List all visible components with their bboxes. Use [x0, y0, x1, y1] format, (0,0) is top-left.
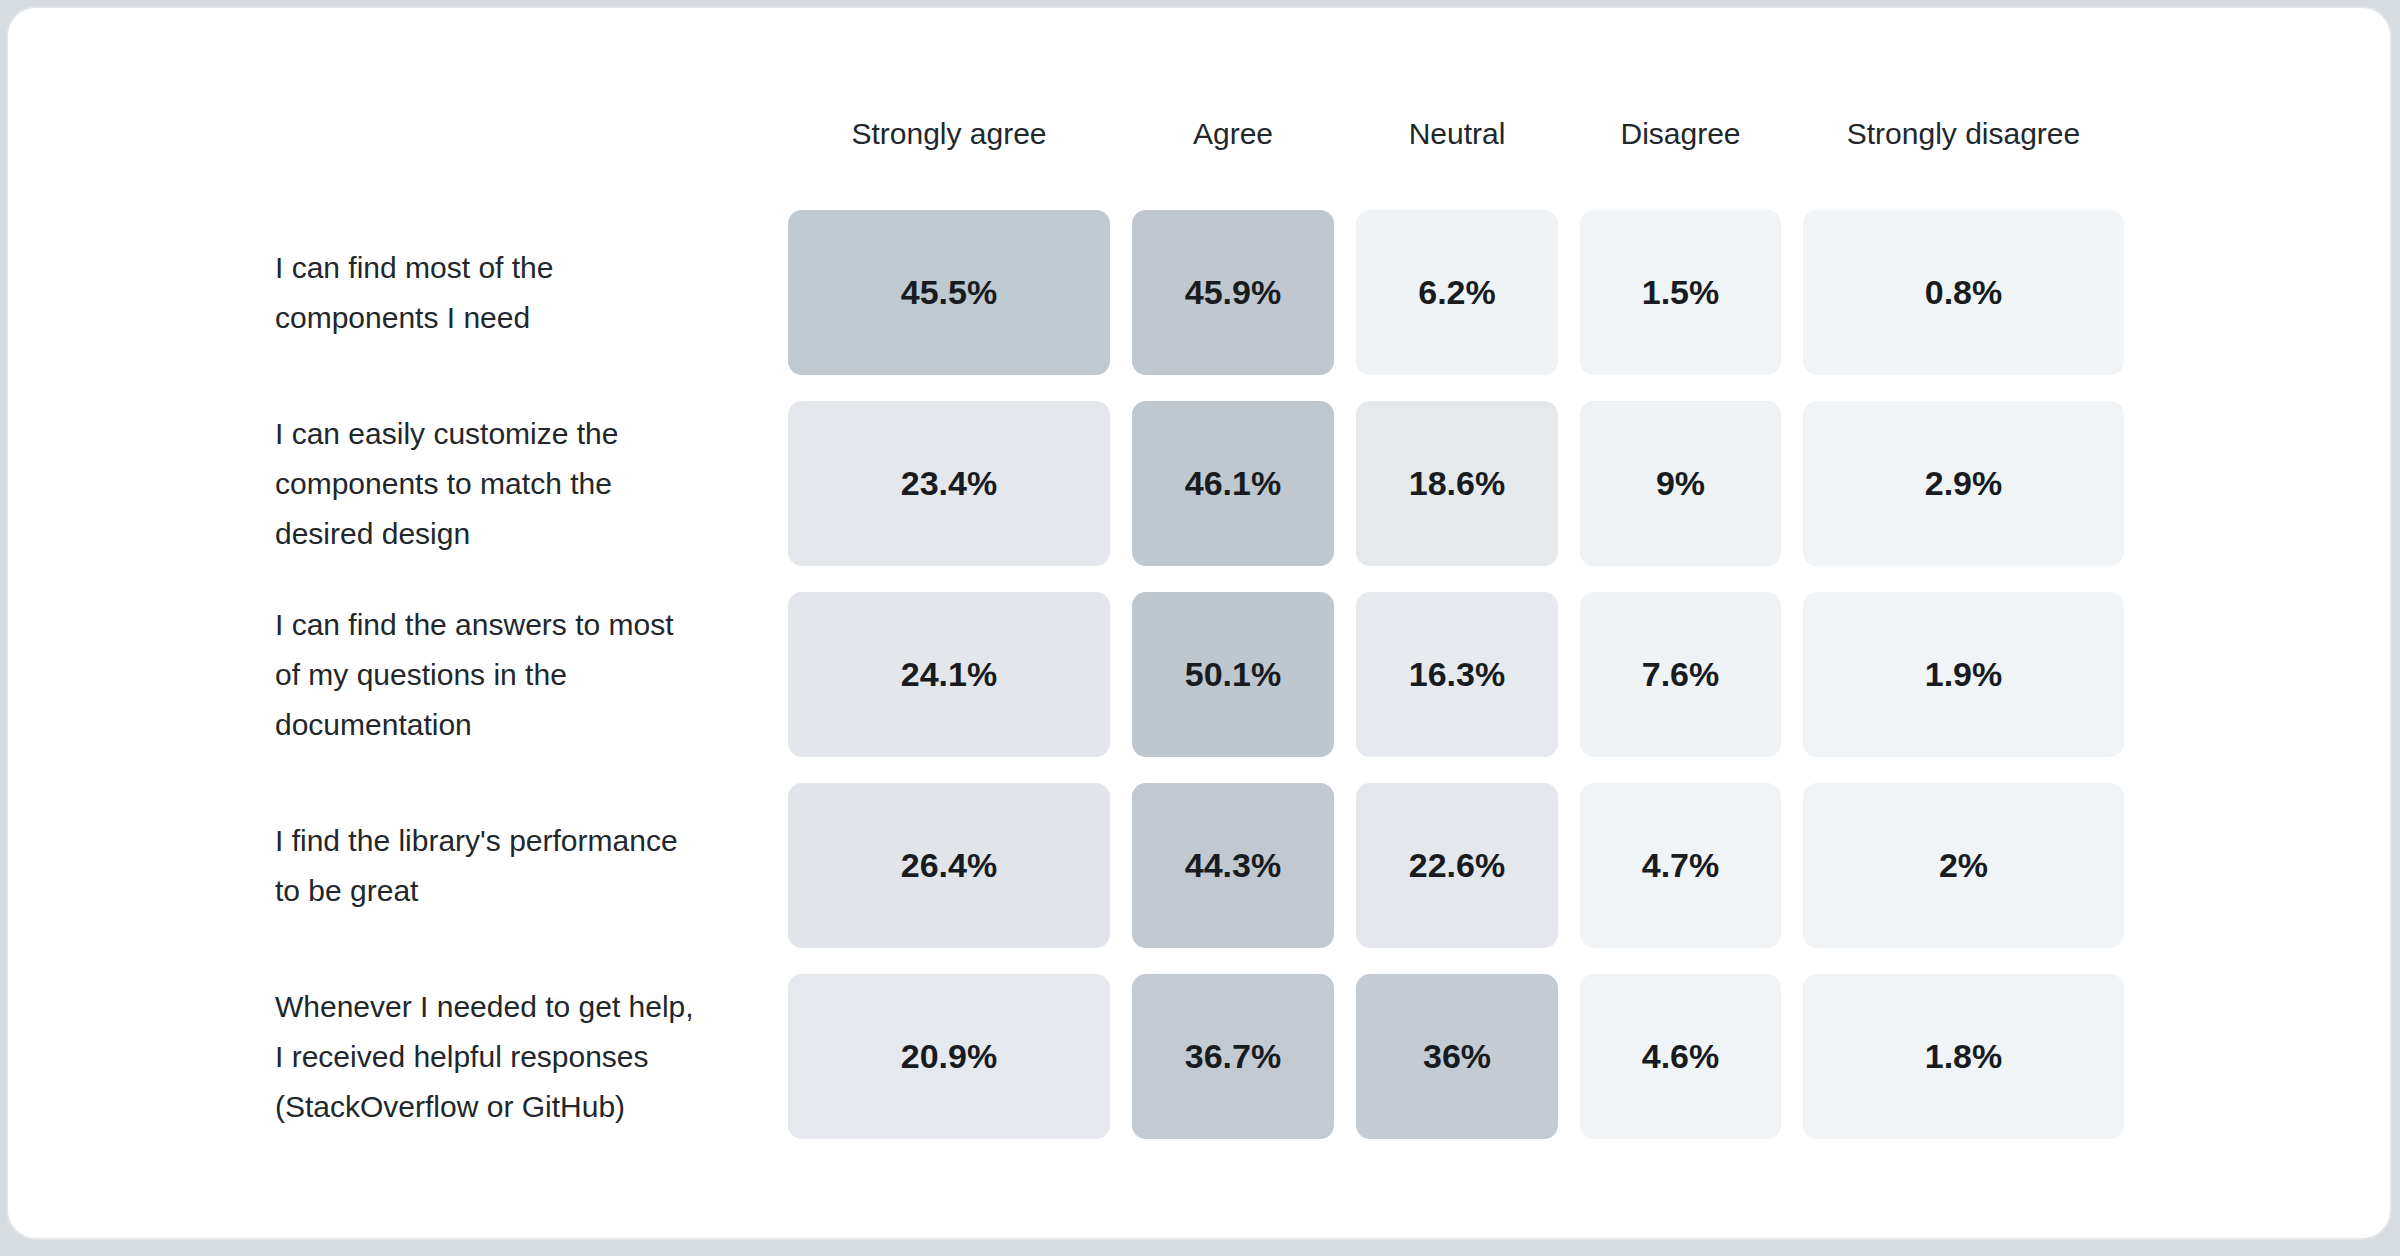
heatmap-cell: 4.6% [1580, 974, 1781, 1139]
heatmap-cell: 26.4% [788, 783, 1110, 948]
row-statement: Whenever I needed to get help, I receive… [275, 974, 766, 1139]
heatmap-cell: 6.2% [1356, 210, 1558, 375]
row-statement: I find the library's performance to be g… [275, 783, 766, 948]
heatmap-cell: 9% [1580, 401, 1781, 566]
heatmap-cell: 22.6% [1356, 783, 1558, 948]
heatmap-cell: 36% [1356, 974, 1558, 1139]
heatmap-cell: 45.5% [788, 210, 1110, 375]
heatmap-cell: 50.1% [1132, 592, 1334, 757]
heatmap-cell: 1.5% [1580, 210, 1781, 375]
heatmap-cell: 46.1% [1132, 401, 1334, 566]
heatmap-cell: 16.3% [1356, 592, 1558, 757]
heatmap-cell: 4.7% [1580, 783, 1781, 948]
page-background: Strongly agree Agree Neutral Disagree St… [0, 0, 2400, 1256]
column-header-neutral: Neutral [1356, 84, 1558, 184]
heatmap-cell: 20.9% [788, 974, 1110, 1139]
likert-heatmap-chart: Strongly agree Agree Neutral Disagree St… [275, 84, 2124, 1139]
heatmap-cell: 2% [1803, 783, 2124, 948]
heatmap-cell: 18.6% [1356, 401, 1558, 566]
row-statement: I can find the answers to most of my que… [275, 592, 766, 757]
row-statement: I can easily customize the components to… [275, 401, 766, 566]
heatmap-corner-spacer [275, 84, 766, 184]
heatmap-cell: 36.7% [1132, 974, 1334, 1139]
column-header-disagree: Disagree [1580, 84, 1781, 184]
column-header-agree: Agree [1132, 84, 1334, 184]
heatmap-cell: 2.9% [1803, 401, 2124, 566]
heatmap-cell: 0.8% [1803, 210, 2124, 375]
column-header-strongly-agree: Strongly agree [788, 84, 1110, 184]
heatmap-cell: 7.6% [1580, 592, 1781, 757]
heatmap-cell: 1.9% [1803, 592, 2124, 757]
heatmap-cell: 44.3% [1132, 783, 1334, 948]
heatmap-cell: 24.1% [788, 592, 1110, 757]
column-header-strongly-disagree: Strongly disagree [1803, 84, 2124, 184]
row-statement: I can find most of the components I need [275, 210, 766, 375]
heatmap-cell: 23.4% [788, 401, 1110, 566]
heatmap-cell: 1.8% [1803, 974, 2124, 1139]
heatmap-cell: 45.9% [1132, 210, 1334, 375]
